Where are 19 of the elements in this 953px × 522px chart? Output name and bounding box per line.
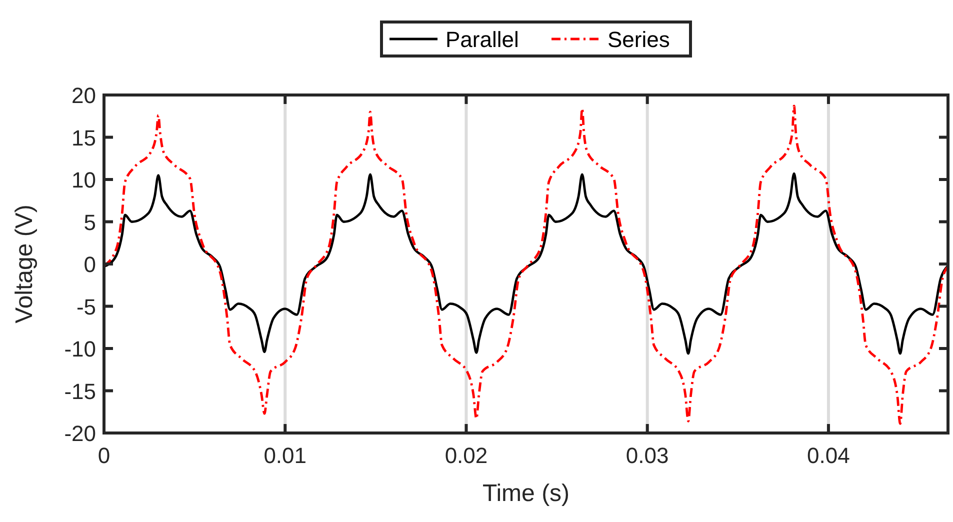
y-tick-label: -20 [64, 421, 96, 446]
line-series [104, 104, 948, 425]
y-tick-label: 20 [72, 83, 96, 108]
y-tick-label: 10 [72, 168, 96, 192]
y-tick-label: -5 [76, 294, 96, 320]
x-tick-label: 0.03 [626, 443, 669, 468]
line-series [104, 172, 948, 355]
y-tick-label: 5 [84, 210, 96, 235]
x-tick-label: 0.02 [444, 443, 488, 468]
x-tick-label: 0.01 [264, 443, 307, 468]
legend-label: Parallel [446, 27, 519, 52]
y-tick-label: 0 [84, 252, 96, 277]
y-axis-title: Voltage (V) [11, 204, 38, 324]
x-tick-label: 0.04 [807, 443, 850, 468]
x-axis-title: Time (s) [482, 480, 570, 507]
y-tick-label: -10 [64, 336, 96, 362]
y-tick-label: -15 [64, 378, 96, 404]
legend-label: Series [608, 27, 670, 52]
y-tick-label: 15 [72, 125, 96, 150]
